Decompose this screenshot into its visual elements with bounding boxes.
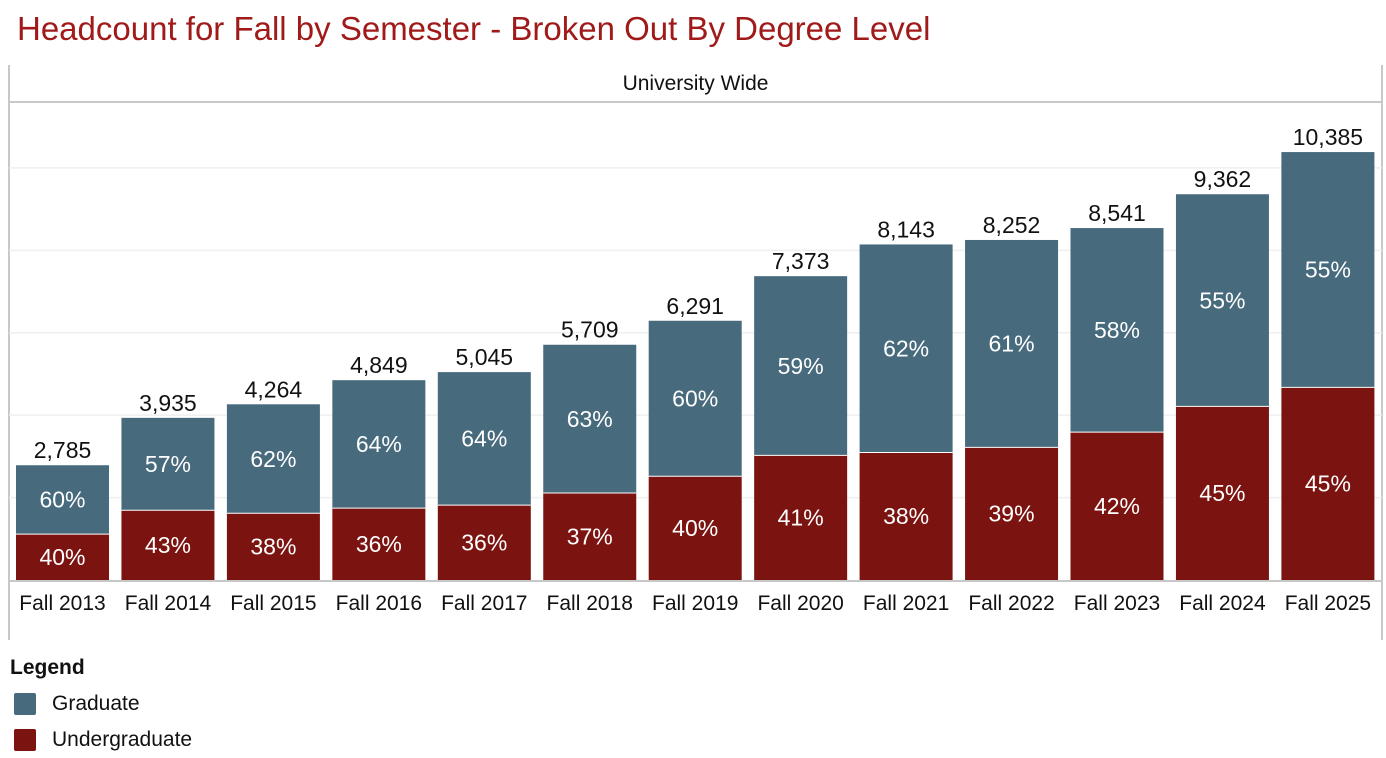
bar-graduate: [859, 244, 953, 453]
x-tick-label: Fall 2015: [230, 592, 316, 615]
total-label: 8,143: [877, 216, 935, 242]
data-label-graduate: 63%: [567, 406, 613, 432]
legend-label: Graduate: [52, 692, 140, 715]
data-label-undergraduate: 42%: [1094, 493, 1140, 519]
data-label-graduate: 64%: [356, 431, 402, 457]
total-label: 8,541: [1088, 200, 1146, 226]
total-label: 3,935: [139, 390, 197, 416]
bar-graduate: [226, 404, 320, 514]
x-tick-label: Fall 2023: [1074, 592, 1160, 615]
legend-label: Undergraduate: [52, 728, 193, 751]
bar-graduate: [332, 380, 426, 509]
bar-undergraduate: [1175, 406, 1269, 580]
bar-undergraduate: [1070, 432, 1164, 580]
bar-undergraduate: [543, 492, 637, 580]
x-tick-label: Fall 2024: [1179, 592, 1266, 615]
bar-undergraduate: [859, 452, 953, 580]
data-label-graduate: 59%: [778, 353, 824, 379]
bar-graduate: [1281, 152, 1375, 388]
bar-graduate: [121, 417, 215, 511]
bar-graduate: [965, 239, 1059, 448]
data-label-undergraduate: 36%: [356, 531, 402, 557]
total-label: 10,385: [1293, 124, 1363, 150]
bar-undergraduate: [121, 510, 215, 580]
bar-graduate: [437, 372, 531, 506]
data-label-graduate: 62%: [250, 446, 296, 472]
data-label-graduate: 55%: [1305, 257, 1351, 283]
data-label-undergraduate: 45%: [1305, 471, 1351, 497]
legend-swatch-graduate: [14, 693, 36, 715]
chart-title: Headcount for Fall by Semester - Broken …: [17, 10, 931, 47]
x-tick-label: Fall 2016: [336, 592, 422, 615]
total-label: 2,785: [34, 437, 92, 463]
x-tick-label: Fall 2020: [757, 592, 843, 615]
bar-graduate: [1070, 228, 1164, 433]
bar-graduate: [648, 320, 742, 477]
x-tick-label: Fall 2013: [19, 592, 105, 615]
x-tick-label: Fall 2018: [547, 592, 633, 615]
bar-undergraduate: [16, 534, 109, 580]
data-label-graduate: 64%: [461, 426, 507, 452]
total-label: 5,045: [456, 344, 514, 370]
x-tick-label: Fall 2022: [968, 592, 1054, 615]
data-label-graduate: 60%: [39, 487, 85, 513]
data-label-undergraduate: 38%: [250, 534, 296, 560]
data-label-undergraduate: 45%: [1199, 480, 1245, 506]
data-label-graduate: 55%: [1199, 287, 1245, 313]
bar-graduate: [16, 465, 109, 535]
data-label-undergraduate: 37%: [567, 523, 613, 549]
bar-undergraduate: [437, 505, 531, 580]
bar-undergraduate: [1281, 387, 1375, 580]
data-label-undergraduate: 38%: [883, 503, 929, 529]
data-label-undergraduate: 39%: [989, 501, 1035, 527]
legend-swatch-undergraduate: [14, 729, 36, 751]
bar-graduate: [1175, 194, 1269, 407]
bar-undergraduate: [226, 513, 320, 580]
total-label: 5,709: [561, 317, 619, 343]
bar-undergraduate: [648, 476, 742, 580]
bar-undergraduate: [332, 508, 426, 580]
bar-graduate: [543, 344, 637, 493]
data-label-undergraduate: 40%: [39, 544, 85, 570]
data-label-undergraduate: 41%: [778, 505, 824, 531]
data-label-graduate: 61%: [989, 331, 1035, 357]
legend-title: Legend: [10, 656, 85, 679]
total-label: 6,291: [666, 293, 724, 319]
data-label-graduate: 60%: [672, 386, 718, 412]
x-tick-label: Fall 2021: [863, 592, 949, 615]
total-label: 9,362: [1194, 166, 1252, 192]
total-label: 4,264: [245, 376, 303, 402]
x-tick-label: Fall 2019: [652, 592, 738, 615]
total-label: 4,849: [350, 352, 408, 378]
bar-undergraduate: [965, 447, 1059, 580]
data-label-graduate: 62%: [883, 335, 929, 361]
total-label: 7,373: [772, 248, 830, 274]
total-label: 8,252: [983, 212, 1041, 238]
bar-undergraduate: [754, 455, 848, 580]
x-tick-label: Fall 2014: [125, 592, 212, 615]
bar-graduate: [754, 276, 848, 456]
data-label-undergraduate: 36%: [461, 530, 507, 556]
legend-item-graduate[interactable]: Graduate: [10, 686, 192, 722]
data-label-undergraduate: 43%: [145, 532, 191, 558]
x-tick-label: Fall 2017: [441, 592, 527, 615]
data-label-graduate: 57%: [145, 451, 191, 477]
data-label-graduate: 58%: [1094, 317, 1140, 343]
legend-item-undergraduate[interactable]: Undergraduate: [10, 722, 192, 758]
legend: Legend Graduate Undergraduate: [10, 656, 192, 758]
data-label-undergraduate: 40%: [672, 515, 718, 541]
panel-label: University Wide: [623, 72, 769, 95]
x-tick-label: Fall 2025: [1285, 592, 1371, 615]
